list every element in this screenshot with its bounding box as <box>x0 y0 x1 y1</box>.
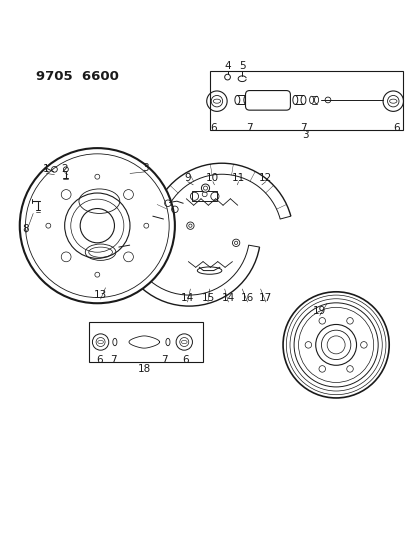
Text: 3: 3 <box>302 130 309 140</box>
Text: 4: 4 <box>224 61 231 71</box>
Text: 7: 7 <box>300 123 307 133</box>
Text: 13: 13 <box>94 290 107 300</box>
Circle shape <box>20 148 175 303</box>
Circle shape <box>290 299 382 391</box>
Circle shape <box>201 184 210 192</box>
Text: 14: 14 <box>222 293 235 303</box>
Bar <box>89 321 203 362</box>
Text: 7: 7 <box>246 123 253 133</box>
Text: 18: 18 <box>138 365 151 374</box>
Text: 14: 14 <box>181 293 194 303</box>
Text: 5: 5 <box>239 61 245 71</box>
Text: 6: 6 <box>182 354 188 365</box>
Text: 17: 17 <box>259 293 272 303</box>
Circle shape <box>283 292 389 398</box>
Text: 6: 6 <box>210 123 217 133</box>
Text: 7: 7 <box>162 354 168 365</box>
Circle shape <box>286 295 386 394</box>
Text: 16: 16 <box>241 293 254 303</box>
Circle shape <box>25 154 169 297</box>
Text: 8: 8 <box>23 224 29 234</box>
Text: 2: 2 <box>61 164 68 174</box>
Bar <box>210 70 404 130</box>
Text: 9705  6600: 9705 6600 <box>36 70 119 83</box>
Text: 15: 15 <box>201 293 215 303</box>
Text: 1: 1 <box>43 164 50 174</box>
Text: 7: 7 <box>110 354 117 365</box>
Text: 6: 6 <box>96 354 103 365</box>
Text: 10: 10 <box>206 173 219 182</box>
Circle shape <box>294 303 378 387</box>
Bar <box>192 191 217 201</box>
Text: 6: 6 <box>393 123 399 133</box>
Text: 11: 11 <box>232 173 245 182</box>
Text: 3: 3 <box>142 163 149 173</box>
Circle shape <box>298 308 374 383</box>
Text: 19: 19 <box>313 306 326 317</box>
FancyBboxPatch shape <box>245 91 291 110</box>
Text: 9: 9 <box>184 173 191 182</box>
Text: 12: 12 <box>259 173 272 182</box>
